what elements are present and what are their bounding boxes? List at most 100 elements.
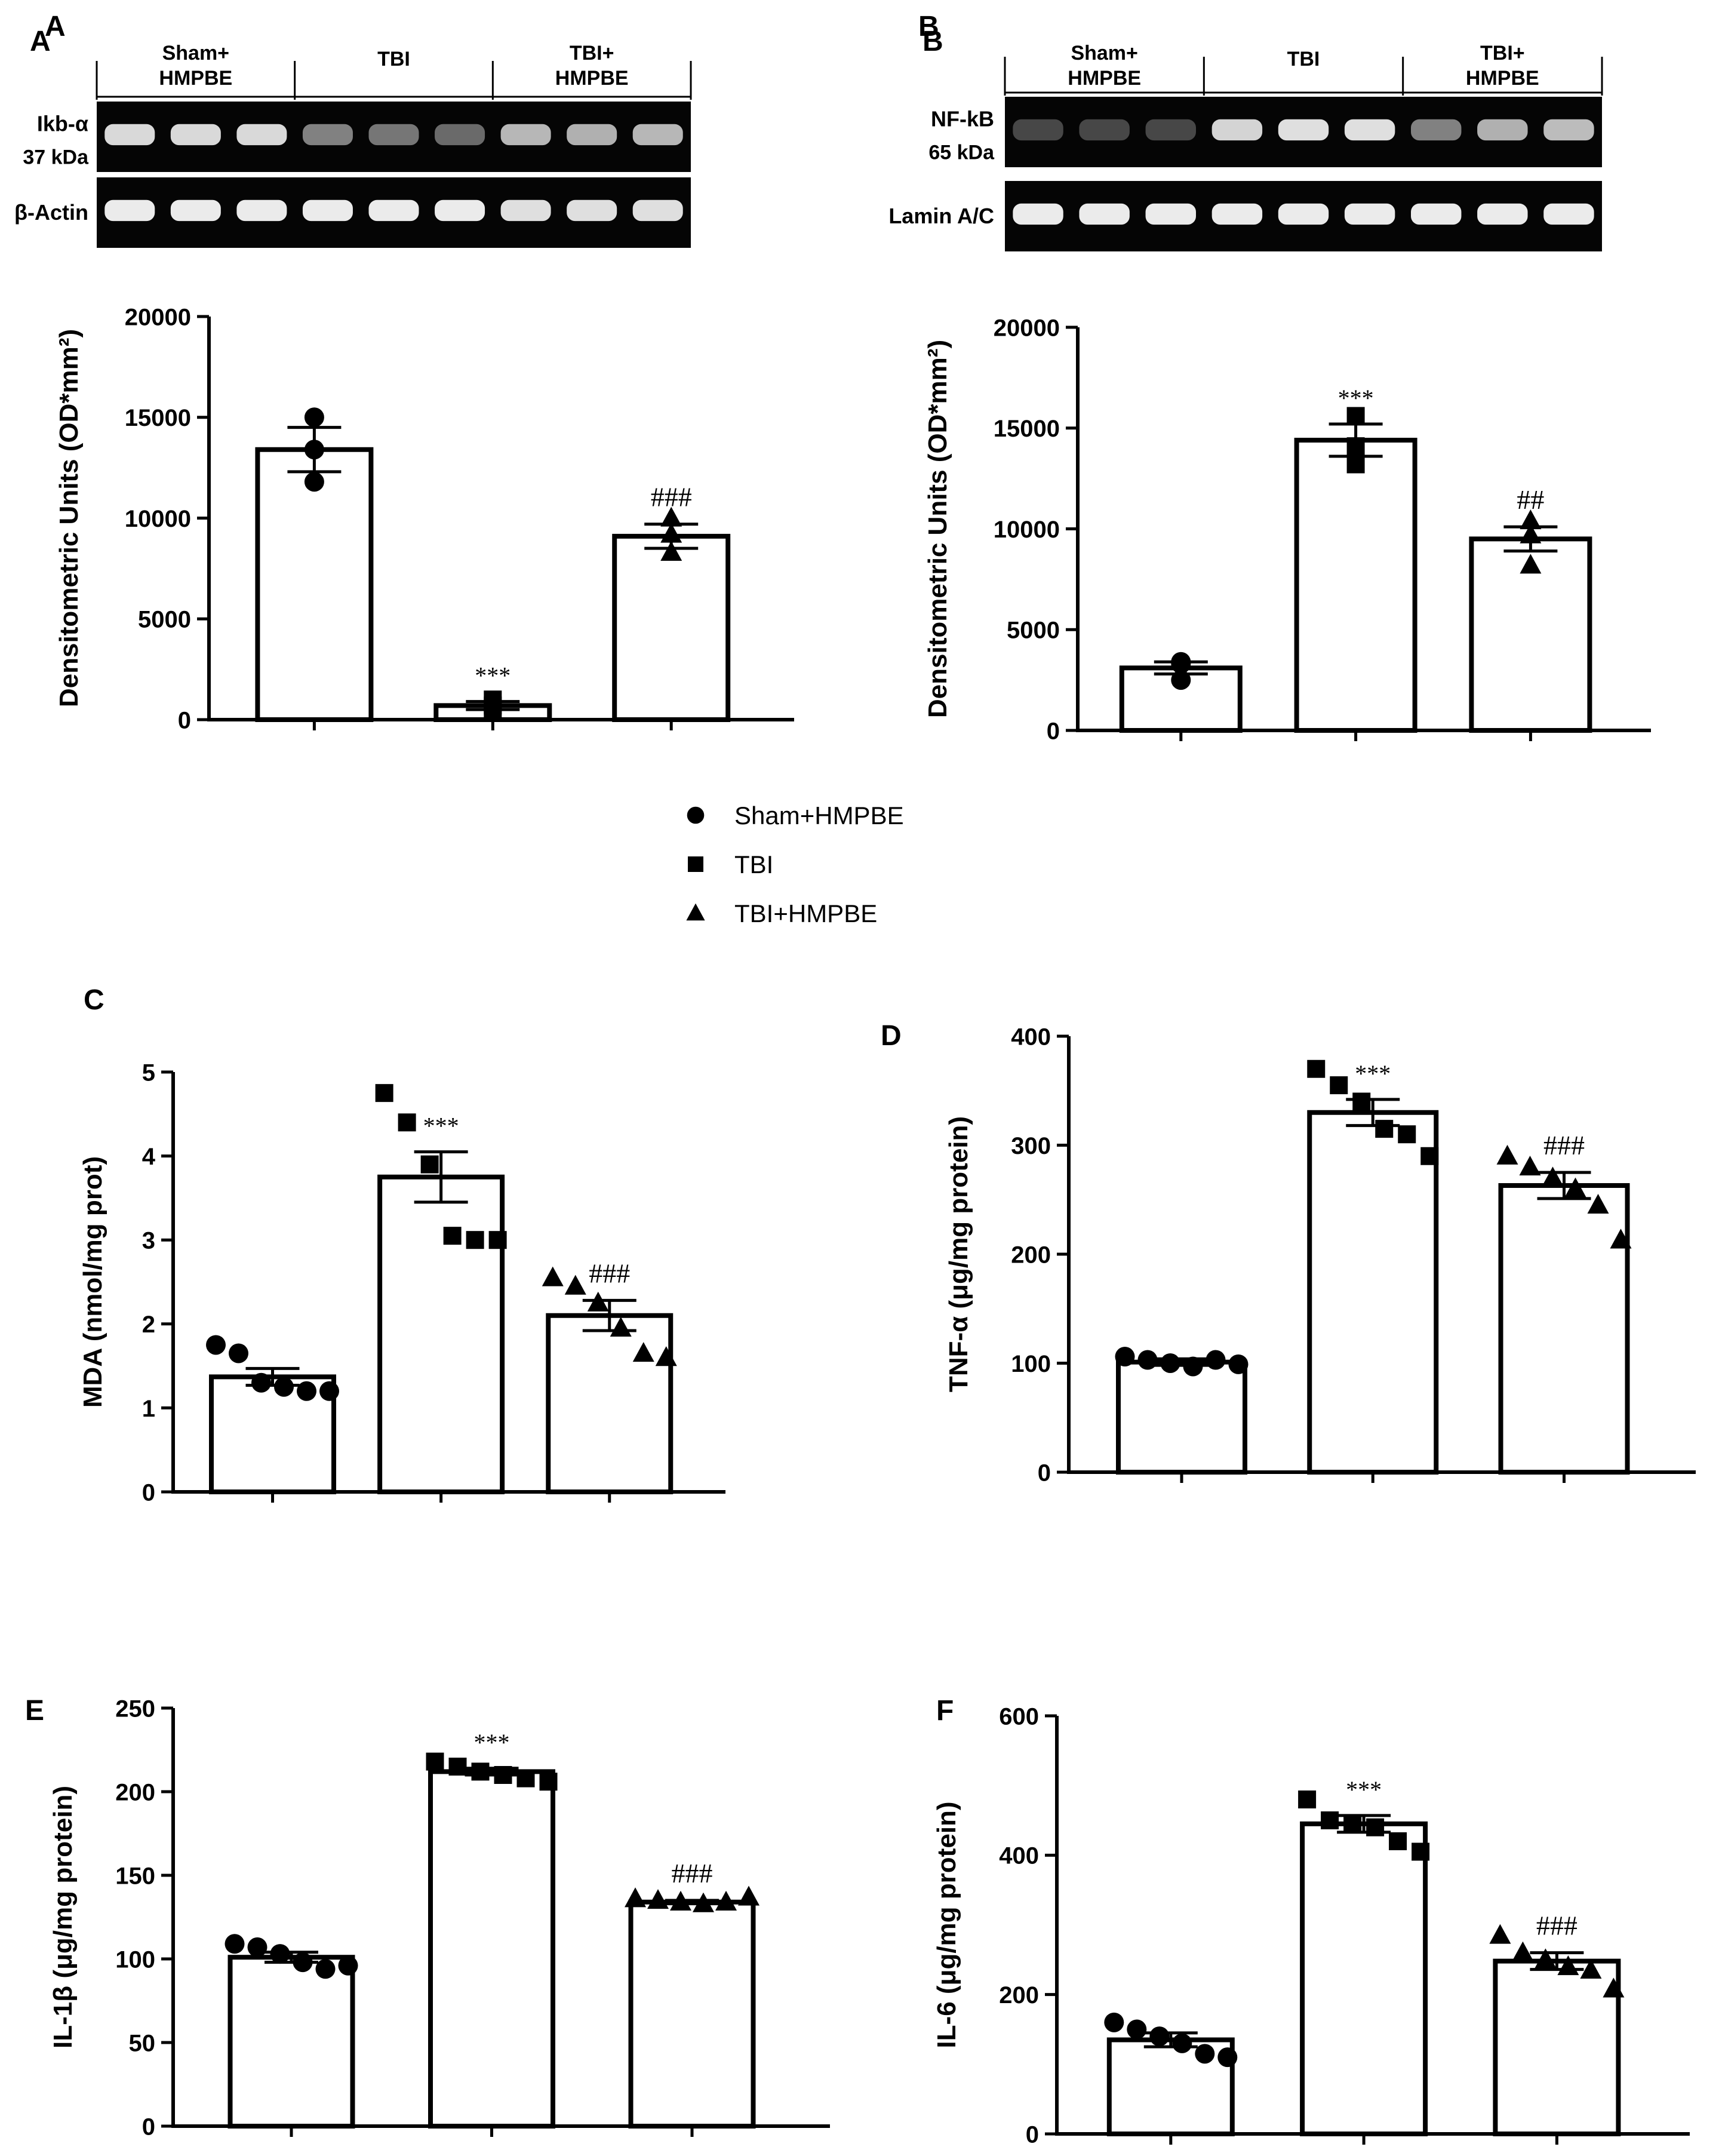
y-tick-label: 100	[1011, 1351, 1051, 1377]
data-point	[655, 1346, 677, 1366]
data-point	[471, 1762, 490, 1781]
y-tick-label: 0	[1047, 718, 1060, 744]
bar-tbi	[428, 1769, 555, 2129]
blot-panel-label: A	[30, 26, 51, 57]
data-point	[1160, 1353, 1180, 1373]
data-point	[715, 1890, 737, 1911]
data-point	[1321, 1811, 1339, 1829]
data-point	[1587, 1193, 1609, 1214]
y-tick-label: 5	[142, 1059, 155, 1086]
data-point	[660, 506, 682, 527]
blot-band	[302, 124, 353, 146]
data-point	[693, 1892, 714, 1912]
data-point	[1603, 1977, 1625, 1998]
significance-annotation: ***	[423, 1113, 459, 1140]
bar-sham-hmpbe	[227, 1955, 355, 2129]
blot-band	[435, 124, 485, 146]
significance-annotation: ###	[672, 1858, 713, 1888]
data-point	[304, 407, 324, 428]
y-tick-label: 250	[115, 1696, 155, 1722]
chart-panel-c: C 0 1 2 3 4 5 MDA (nmol/mg prot) *** ###	[78, 984, 725, 1506]
data-point	[304, 472, 324, 492]
blot-band	[1013, 119, 1063, 141]
bar-tbi-hmpbe	[612, 533, 731, 722]
legend: Sham+HMPBE TBI TBI+HMPBE	[686, 801, 904, 927]
blot-group-label: TBI	[1287, 48, 1320, 70]
data-point	[1610, 1229, 1632, 1249]
legend-label: Sham+HMPBE	[734, 801, 904, 830]
chart-panel-d: D 0 100 200 300 400 TNF-α (μg/mg protein) *** ##…	[881, 1020, 1696, 1486]
bar-tbi	[377, 1174, 505, 1494]
y-tick-label: 1	[142, 1396, 155, 1422]
y-tick-label: 400	[999, 1843, 1039, 1869]
y-tick-label: 0	[1038, 1460, 1051, 1486]
data-point	[1183, 1356, 1203, 1377]
blot-kda-label: 65 kDa	[928, 142, 995, 164]
data-point	[420, 1155, 439, 1174]
data-point	[225, 1934, 245, 1954]
blot-band	[500, 124, 551, 146]
blot-group-label-line: TBI	[1287, 48, 1320, 70]
bar-sham-hmpbe	[255, 447, 374, 722]
data-point	[1343, 1814, 1362, 1833]
blot-band	[1477, 203, 1528, 225]
blot-protein-label: β-Actin	[14, 200, 88, 225]
y-axis-title: TNF-α (μg/mg protein)	[944, 1116, 973, 1392]
y-tick-label: 300	[1011, 1133, 1051, 1159]
blot-group-label: TBI	[377, 48, 410, 70]
data-point	[1496, 1144, 1518, 1165]
data-point	[270, 1944, 290, 1964]
data-point	[426, 1752, 444, 1771]
blot-group-label-line: HMPBE	[1466, 67, 1539, 90]
blot-band	[236, 199, 287, 222]
data-point	[660, 540, 682, 561]
bar-tbi	[1300, 1821, 1428, 2136]
blot-band	[567, 199, 617, 222]
data-point	[1127, 2019, 1147, 2040]
data-point	[1195, 2044, 1215, 2064]
data-point	[1346, 437, 1365, 456]
blot-band	[632, 199, 683, 222]
chart-panel-a: A 0 5000 10000 15000 20000 Densitometric Units…	[45, 11, 794, 733]
panel-label-a: A	[45, 11, 66, 42]
panel-label-c: C	[84, 984, 104, 1016]
blot-band	[1411, 119, 1462, 141]
significance-annotation: ***	[474, 1729, 510, 1756]
data-point	[1535, 1948, 1557, 1968]
data-point	[304, 440, 324, 460]
blot-group-label: TBI+ HMPBE	[1466, 42, 1539, 90]
data-point	[398, 1113, 416, 1132]
data-point	[1519, 1156, 1541, 1176]
blot-panel-label: B	[922, 26, 943, 57]
blot-protein-label: Ikb-α	[37, 112, 88, 136]
blot-band	[1079, 119, 1130, 141]
y-tick-label: 0	[178, 707, 191, 733]
data-point	[1352, 1092, 1371, 1111]
blot-band	[567, 124, 617, 146]
legend-label: TBI+HMPBE	[734, 899, 877, 927]
y-axis-title: MDA (nmol/mg prot)	[78, 1156, 107, 1408]
data-point	[1557, 1955, 1579, 1976]
data-point	[738, 1885, 759, 1906]
data-point	[274, 1377, 294, 1397]
blot-group-label-line: HMPBE	[1068, 67, 1141, 90]
blot-group-label-line: Sham+	[162, 42, 229, 65]
y-tick-label: 200	[1011, 1242, 1051, 1268]
data-point	[1512, 1941, 1534, 1961]
y-tick-label: 600	[999, 1703, 1039, 1730]
panel-label-f: F	[936, 1695, 954, 1727]
data-point	[1171, 670, 1191, 690]
significance-annotation: ***	[1346, 1776, 1382, 1803]
blot-group-label-line: HMPBE	[555, 67, 629, 90]
y-tick-label: 0	[1026, 2121, 1039, 2148]
y-tick-label: 200	[999, 1982, 1039, 2008]
data-point	[1489, 1924, 1511, 1944]
y-tick-label: 3	[142, 1228, 155, 1254]
panel-label-d: D	[881, 1020, 902, 1052]
y-axis-title: IL-6 (μg/mg protein)	[932, 1801, 961, 2048]
blot-band	[1145, 203, 1196, 225]
blot-band	[302, 199, 353, 222]
